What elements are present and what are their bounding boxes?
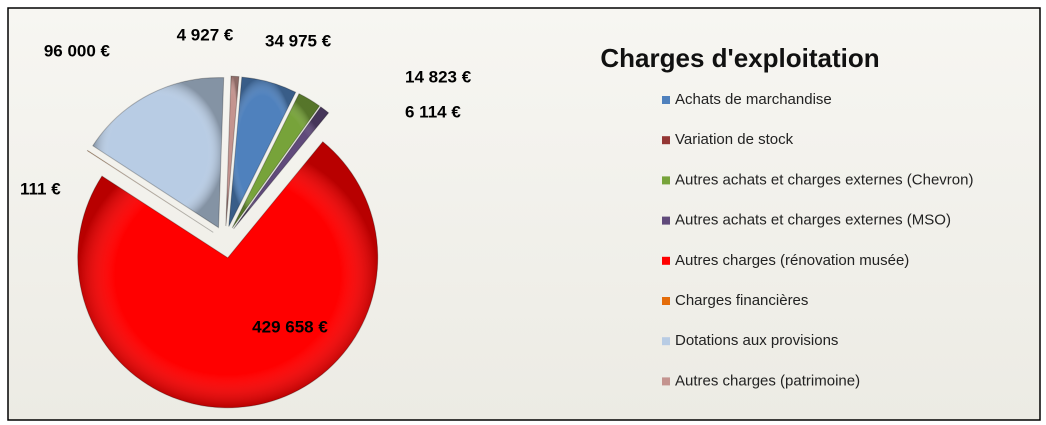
legend-label: Variation de stock <box>675 131 794 148</box>
legend-swatch <box>662 176 670 185</box>
data-label: 6 114 € <box>405 102 461 121</box>
legend-swatch <box>662 96 670 104</box>
legend-swatch <box>662 256 670 265</box>
legend-label: Autres achats et charges externes (Chevr… <box>675 171 973 188</box>
legend-label: Charges financières <box>675 292 808 309</box>
legend-label: Autres charges (patrimoine) <box>675 372 860 389</box>
legend-swatch <box>662 136 670 145</box>
legend-label: Achats de marchandise <box>675 91 832 108</box>
data-label: 96 000 € <box>44 41 111 60</box>
legend-swatch <box>662 377 670 386</box>
data-label: 14 823 € <box>405 67 472 86</box>
legend-swatch <box>662 216 670 225</box>
legend-swatch <box>662 297 670 305</box>
legend-label: Dotations aux provisions <box>675 332 838 349</box>
legend-label: Autres charges (rénovation musée) <box>675 252 909 269</box>
data-label: 34 975 € <box>265 31 332 50</box>
data-label: 429 658 € <box>252 317 328 336</box>
chart-title: Charges d'exploitation <box>600 43 879 73</box>
legend-swatch <box>662 337 670 346</box>
data-label: 111 € <box>20 179 61 198</box>
data-label: 4 927 € <box>177 25 234 44</box>
legend-label: Autres achats et charges externes (MSO) <box>675 212 951 229</box>
